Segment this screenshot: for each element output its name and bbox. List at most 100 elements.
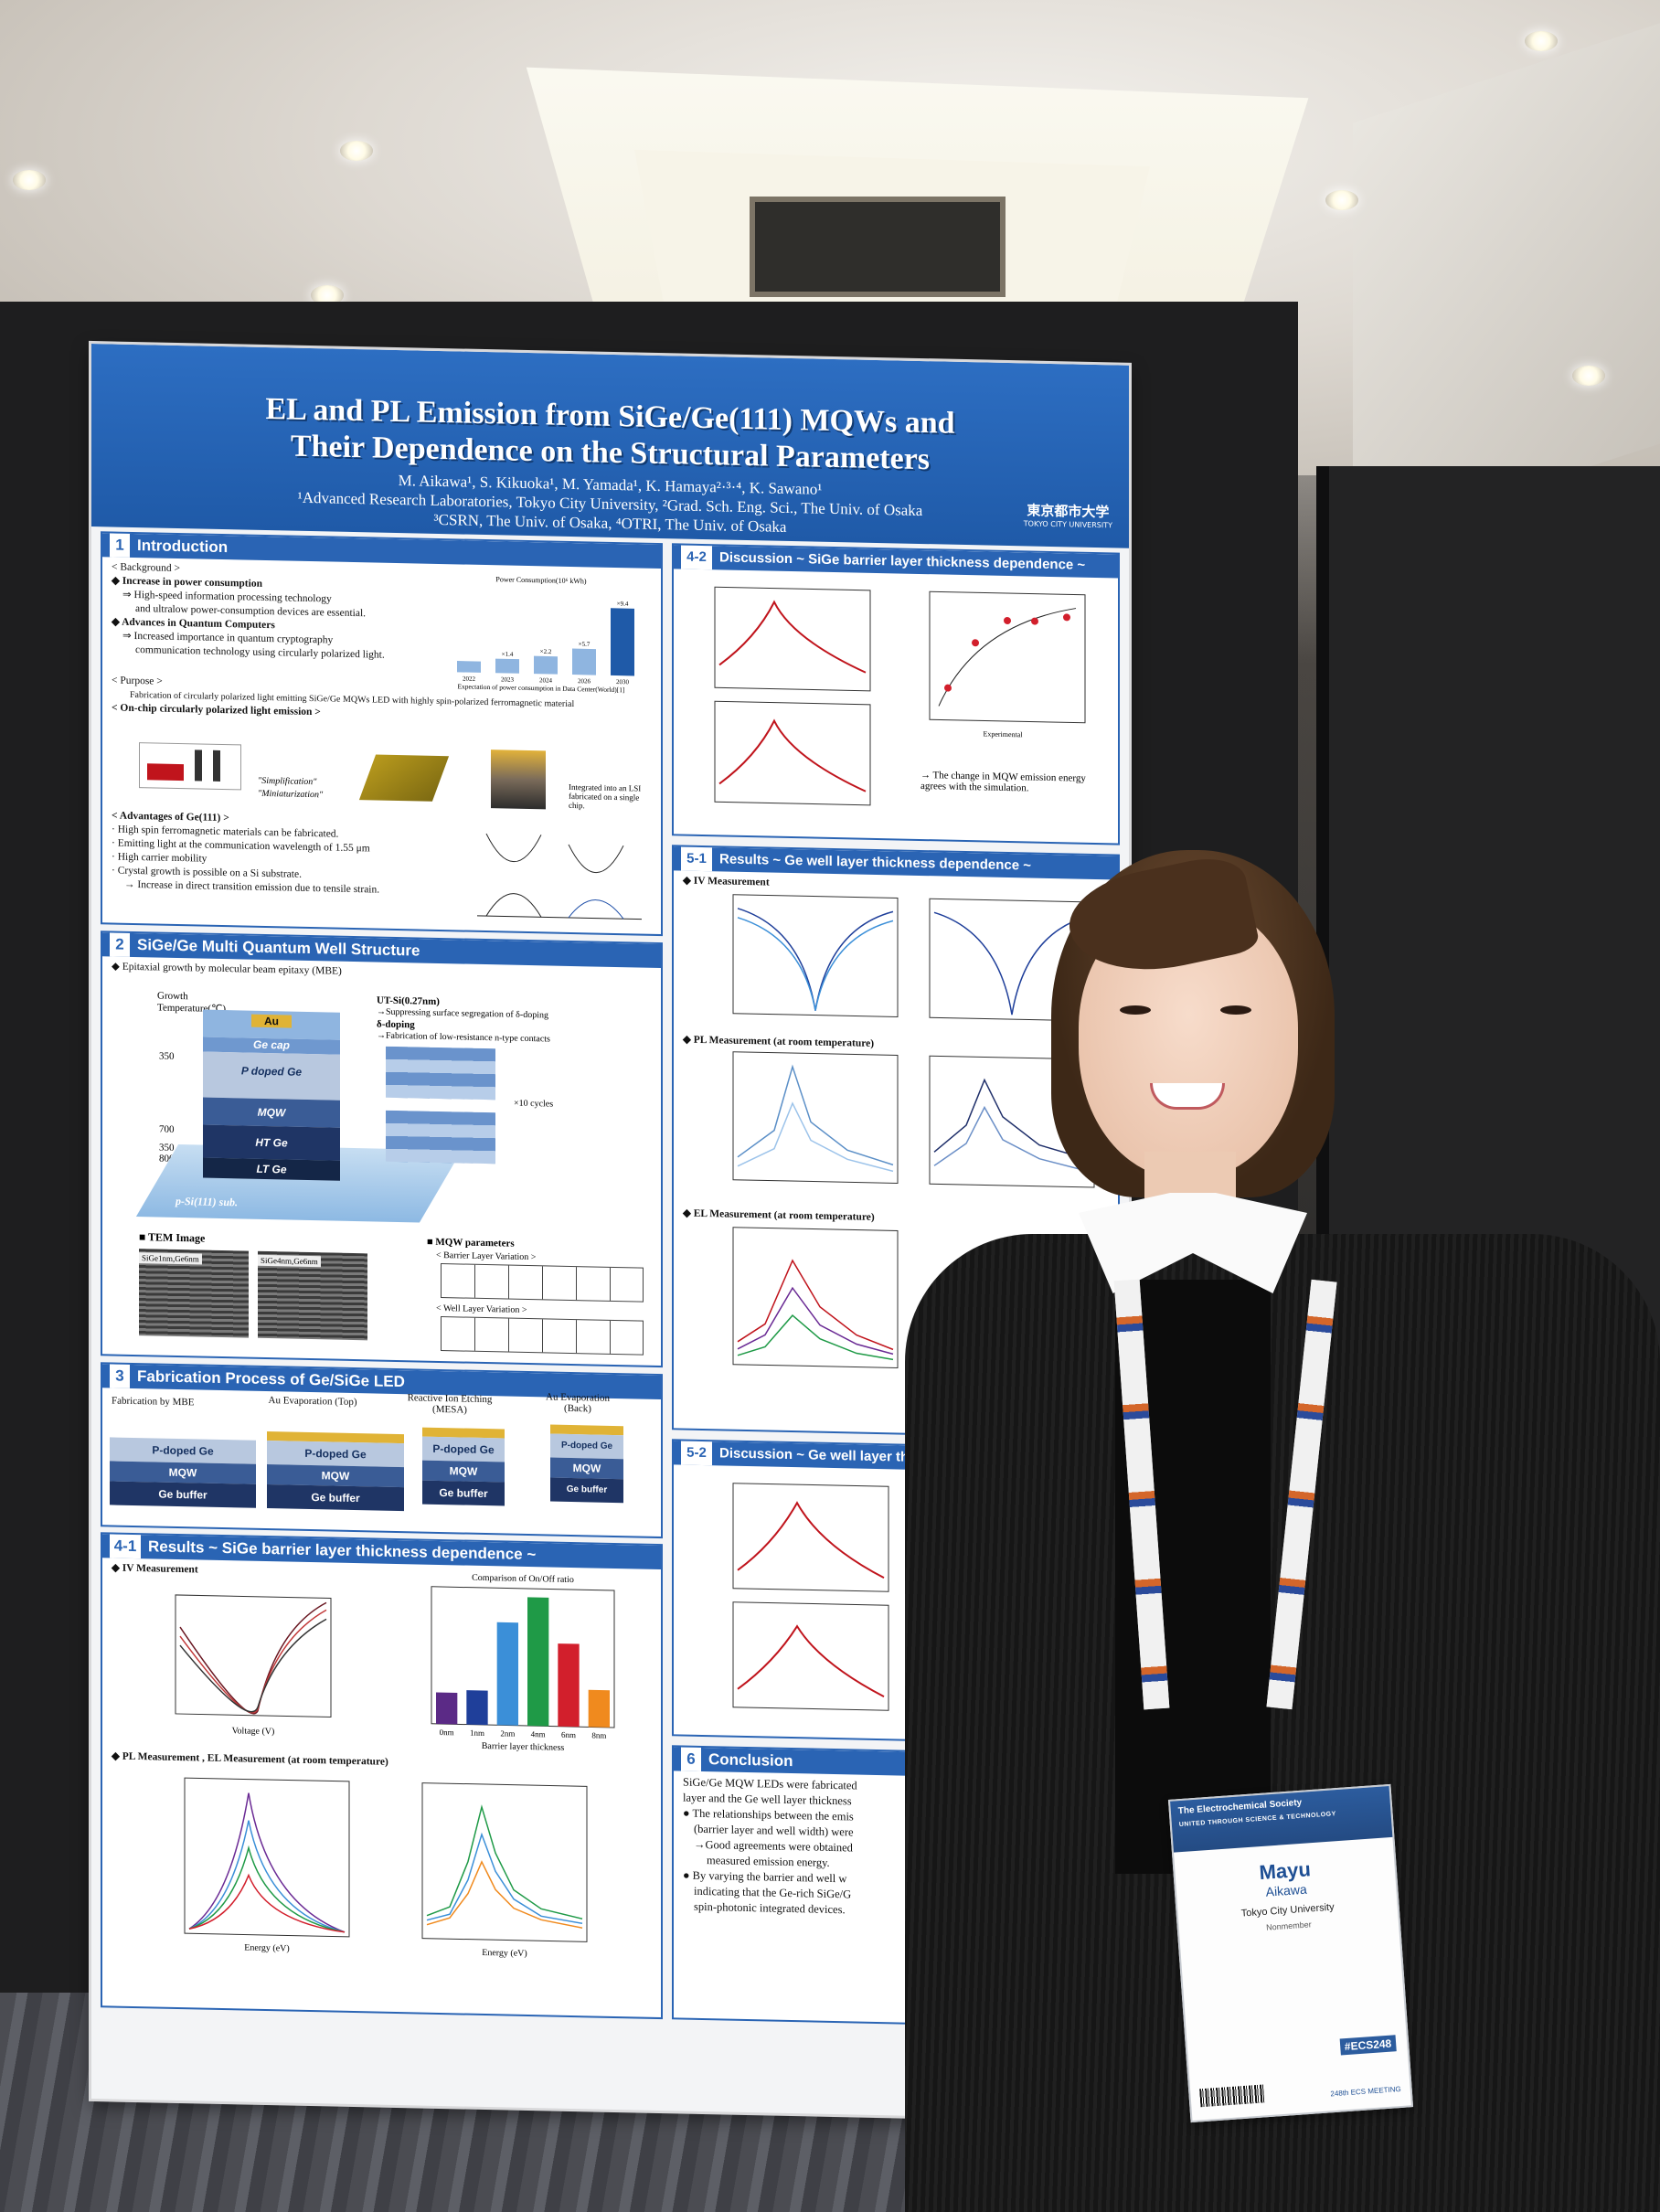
fab-pdoped: P-doped Ge (550, 1433, 623, 1460)
onoff-bar (436, 1692, 458, 1725)
device-stack (491, 750, 546, 810)
fab-step-3: Reactive Ion Etching (MESA) (407, 1392, 493, 1416)
well-variation-label: < Well Layer Variation > (436, 1303, 527, 1315)
section-number: 2 (110, 932, 130, 957)
power-tick-label: 2023 (501, 675, 514, 683)
power-tick-label: 2024 (539, 676, 552, 684)
section-introduction: 1 Introduction < Background > ◆ Increase … (101, 531, 663, 937)
onoff-ratio-chart: Comparison of On/Off ratio 0nm 1nm 2nm 4nm 6… (431, 1573, 615, 1753)
fab-step-4: Au Evaporation (Back) (546, 1391, 610, 1415)
mqw-layer: MQW (203, 1097, 340, 1128)
downlight (1325, 190, 1358, 210)
onoff-bar (558, 1643, 580, 1728)
onoff-bar (527, 1597, 549, 1727)
section-discussion-well: 5-2 Discussion ~ Ge well layer thickness … (672, 1439, 1120, 1746)
fab-gebuffer: Ge buffer (110, 1481, 256, 1508)
section-fabrication: 3 Fabrication Process of Ge/SiGe LED Fabr… (101, 1362, 663, 1539)
section-title: Results ~ SiGe barrier layer thickness d… (148, 1537, 537, 1564)
au-pad: Au (251, 1014, 292, 1028)
integrated-note: Integrated into an LSI fabricated on a s… (569, 782, 642, 811)
presenter-eye-left (1120, 1005, 1151, 1015)
delta-note: →Fabrication of low-resistance n-type co… (377, 1030, 550, 1045)
power-bar (572, 648, 596, 675)
onoff-bar (588, 1689, 611, 1728)
tem-2-label: SiGe4nm,Ge6nm (258, 1254, 321, 1268)
peak-energy-plot: Experimental (929, 590, 1086, 739)
power-bar (457, 661, 481, 673)
fab-pdoped: P-doped Ge (267, 1441, 404, 1468)
section-discussion-barrier: 4-2 Discussion ~ SiGe barrier layer thick… (672, 543, 1120, 845)
fab-gebuffer: Ge buffer (267, 1484, 404, 1512)
fab-stack-2: P-doped Ge MQW Ge buffer (267, 1431, 404, 1516)
bullet-power: ◆ Increase in power consumption (112, 575, 262, 590)
section-number: 4-2 (681, 545, 712, 570)
onoff-tick-label: 8nm (591, 1730, 606, 1739)
plel-heading: ◆ PL Measurement , EL Measurement (at ro… (112, 1750, 388, 1768)
legend-experimental: Experimental (983, 729, 1023, 739)
section-number: 5-2 (681, 1441, 712, 1466)
fab-gebuffer: Ge buffer (550, 1477, 623, 1504)
el-x-label: Energy (eV) (482, 1948, 527, 1959)
fab-mqw: MQW (422, 1460, 505, 1483)
barrier-table (441, 1263, 644, 1303)
name-badge: The Electrochemical Society UNITED THROU… (1167, 1783, 1414, 2123)
gecap-layer: Au (203, 1009, 340, 1040)
section-title: SiGe/Ge Multi Quantum Well Structure (137, 936, 420, 960)
barrier-pl-fit-plots (714, 586, 871, 806)
fab-gebuffer: Ge buffer (422, 1480, 505, 1506)
fab-step-1: Fabrication by MBE (112, 1395, 195, 1409)
cycles-label: ×10 cycles (514, 1098, 554, 1110)
section-title: Discussion ~ SiGe barrier layer thicknes… (719, 549, 1086, 573)
ltge-layer: LT Ge (203, 1157, 340, 1181)
onoff-tick-label: 1nm (470, 1728, 484, 1738)
onoff-bar (466, 1690, 488, 1726)
downlight (1525, 31, 1558, 51)
section-header: 4-2 Discussion ~ SiGe barrier layer thick… (674, 545, 1118, 579)
intro-text: < Background > ◆ Increase in power consu… (102, 557, 431, 667)
presenter: The Electrochemical Society UNITED THROU… (905, 850, 1660, 2212)
downlight (340, 141, 373, 161)
fab-step-2: Au Evaporation (Top) (268, 1395, 357, 1409)
pl-x-label: Energy (eV) (244, 1943, 290, 1954)
power-chart-caption: Expectation of power consumption in Data… (457, 682, 624, 694)
downlight (311, 285, 344, 305)
pl-spectra-plot: Energy (eV) (184, 1777, 350, 1954)
fab-pdoped: P-doped Ge (422, 1436, 505, 1462)
advantages: < Advantages of Ge(111) > · High spin fe… (102, 805, 450, 902)
section-title: Introduction (137, 537, 229, 557)
power-consumption-chart: Power Consumption(10⁶ kWh) 2022 2023 ×1.4 2… (457, 575, 634, 694)
miniaturization-label: "Miniaturization" (258, 788, 324, 801)
downlight (13, 170, 46, 190)
power-annotation: ×1.4 (502, 651, 514, 658)
layer-stack: Au Ge cap P doped Ge MQW HT Ge LT Ge (203, 1009, 340, 1181)
superlattice-top (386, 1046, 495, 1101)
discussion-note: → The change in MQW emission energy agre… (920, 769, 1086, 794)
onoff-x-label: Barrier layer thickness (482, 1741, 565, 1753)
fab-mqw: MQW (550, 1457, 623, 1480)
temp-350-bottom: 350 (159, 1142, 175, 1154)
delta-label: δ-doping (377, 1018, 415, 1031)
downlight (1572, 366, 1605, 386)
fab-mqw: MQW (267, 1464, 404, 1488)
section-number: 6 (681, 1747, 701, 1771)
pdoped-layer: P doped Ge (203, 1051, 340, 1101)
htge-layer: HT Ge (203, 1124, 340, 1161)
iv-curve-plot: Voltage (V) (175, 1594, 332, 1737)
onoff-bar (496, 1622, 518, 1726)
power-tick-label: 2030 (616, 678, 629, 686)
well-el-plots (732, 1227, 899, 1368)
section-number: 5-1 (681, 846, 712, 872)
tem-image-1: SiGe1nm,Ge6nm (139, 1249, 249, 1338)
utsi-label: UT-Si(0.27nm) (377, 994, 440, 1007)
tem-heading: ■ TEM Image (139, 1230, 206, 1245)
power-bar (495, 658, 519, 674)
band-diagram (477, 833, 642, 920)
substrate-label: p-Si(111) sub. (176, 1194, 239, 1209)
well-table (441, 1316, 644, 1356)
section-title: Conclusion (708, 1750, 793, 1771)
well-pl-fit-plots (732, 1483, 889, 1711)
onoff-tick-label: 0nm (440, 1728, 454, 1737)
power-annotation: ×5.7 (579, 641, 591, 648)
fab-pdoped: P-doped Ge (110, 1437, 256, 1464)
logo-jp: 東京都市大学 (1027, 502, 1110, 521)
